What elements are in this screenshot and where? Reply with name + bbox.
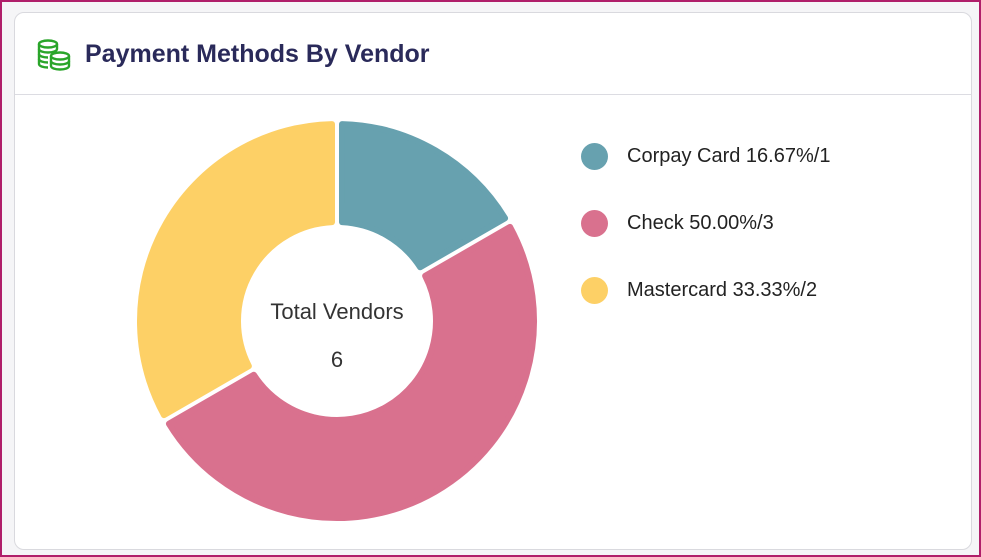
card-title: Payment Methods By Vendor [85,40,430,68]
legend-swatch [581,277,608,304]
legend-label: Mastercard 33.33%/2 [627,279,818,301]
legend-item-check[interactable]: Check 50.00%/3 [581,210,830,277]
donut-slice-mastercard[interactable] [137,121,336,419]
legend-swatch [581,210,608,237]
donut-chart: Total Vendors 6 [137,121,537,521]
payment-methods-card: Payment Methods By Vendor Total Vendors … [14,12,972,550]
legend-label: Corpay Card 16.67%/1 [627,145,831,167]
coins-stack-icon [37,39,71,71]
donut-slices [137,121,537,521]
legend-item-corpay-card[interactable]: Corpay Card 16.67%/1 [581,143,830,210]
center-value: 6 [331,347,343,372]
card-header: Payment Methods By Vendor [15,13,971,95]
legend-label: Check 50.00%/3 [627,212,774,234]
legend-swatch [581,143,608,170]
donut-slice-corpay-card[interactable] [338,121,509,271]
center-label: Total Vendors [270,299,403,324]
donut-slice-check[interactable] [165,223,537,521]
legend-item-mastercard[interactable]: Mastercard 33.33%/2 [581,277,830,344]
chart-legend: Corpay Card 16.67%/1 Check 50.00%/3 Master… [581,143,830,344]
